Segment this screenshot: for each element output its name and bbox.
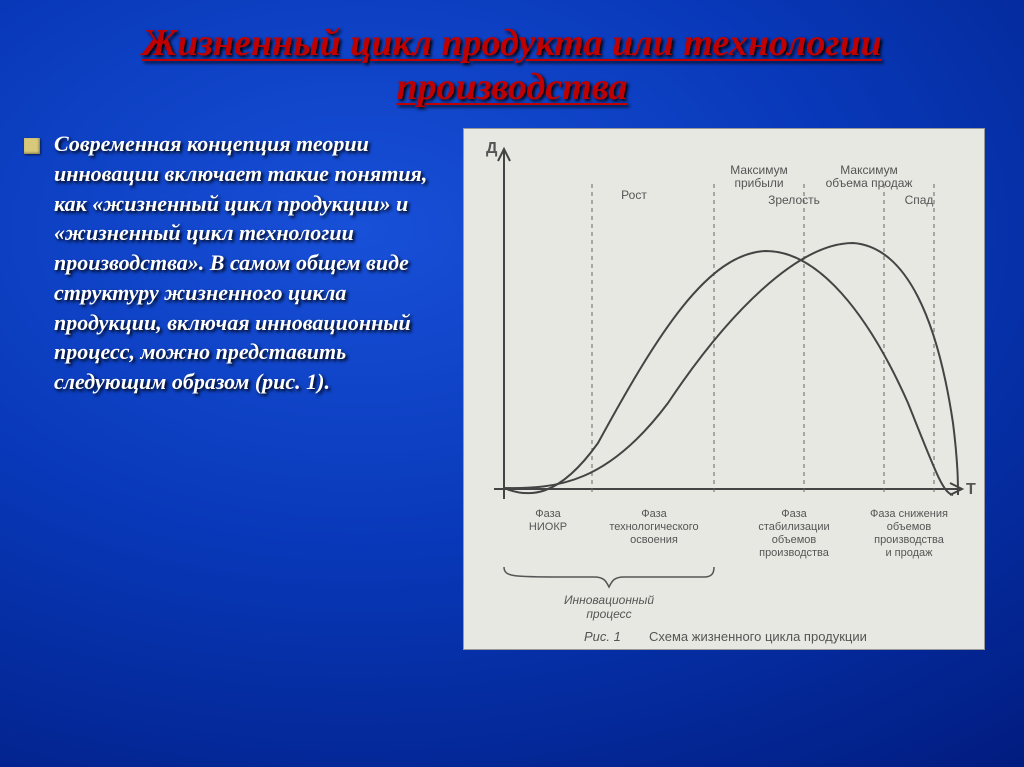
label-profit-max-l1: Максимум [730, 163, 787, 177]
paragraph-text: Современная концепция теории инновации в… [54, 129, 444, 396]
phase3-l2: стабилизации [758, 521, 829, 533]
phase1-l2: НИОКР [529, 521, 567, 533]
phase2-l3: освоения [630, 534, 678, 546]
label-sales-max-l1: Максимум [840, 163, 897, 177]
phase3-l3: объемов [772, 534, 817, 546]
bullet-item: Современная концепция теории инновации в… [24, 129, 444, 396]
label-maturity: Зрелость [768, 193, 820, 207]
text-column: Современная концепция теории инновации в… [24, 129, 444, 649]
brace-label-l1: Инновационный [564, 593, 654, 607]
phase3-l4: производства [759, 547, 830, 559]
chart-svg: Д T [464, 129, 984, 649]
phase4-l1: Фаза снижения [870, 508, 948, 520]
caption-prefix: Рис. 1 [584, 629, 621, 644]
chart-column: Д T [464, 129, 1000, 649]
phase2-l2: технологического [609, 521, 698, 533]
slide: Жизненный цикл продукта или технологии п… [0, 0, 1024, 767]
slide-title: Жизненный цикл продукта или технологии п… [0, 0, 1024, 119]
phase1-l1: Фаза [535, 508, 561, 520]
sales-curve [504, 243, 958, 495]
phase3-l1: Фаза [781, 508, 807, 520]
label-growth: Рост [621, 188, 647, 202]
y-axis-label: Д [486, 140, 498, 157]
square-bullet-icon [24, 138, 40, 154]
label-sales-max-l2: объема продаж [826, 176, 913, 190]
x-axis-label: T [966, 481, 976, 498]
phase4-l4: и продаж [885, 547, 933, 559]
label-decline: Спад [905, 193, 934, 207]
lifecycle-chart: Д T [464, 129, 984, 649]
label-profit-max-l2: прибыли [734, 176, 783, 190]
phase2-l1: Фаза [641, 508, 667, 520]
brace-label-l2: процесс [586, 607, 631, 621]
profit-curve [504, 251, 953, 495]
content-row: Современная концепция теории инновации в… [0, 119, 1024, 649]
caption-text: Схема жизненного цикла продукции [649, 629, 867, 644]
phase4-l2: объемов [887, 521, 932, 533]
phase4-l3: производства [874, 534, 945, 546]
